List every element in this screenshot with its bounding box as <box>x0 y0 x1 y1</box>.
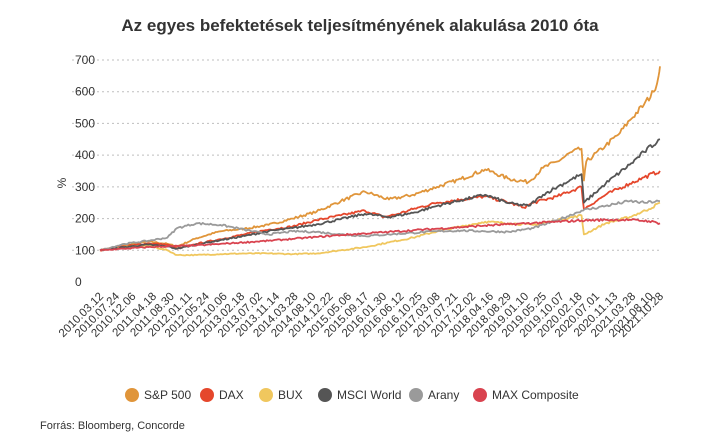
legend-entry: MSCI World <box>337 388 401 402</box>
source-note: Forrás: Bloomberg, Concorde <box>40 420 185 432</box>
y-tick-label: 700 <box>75 53 95 67</box>
legend-entry: MAX Composite <box>492 388 579 402</box>
series-line-1 <box>99 170 661 252</box>
y-tick-label: 100 <box>75 243 95 257</box>
legend-swatch <box>259 388 273 402</box>
x-axis-ticks: 2010.03.122010.07.242010.12.062011.04.18… <box>57 290 666 340</box>
series-line-0 <box>99 66 661 252</box>
y-axis-ticks: 0 100 200 300 400 500 600 700 <box>75 53 95 289</box>
y-tick-label: 400 <box>75 148 95 162</box>
y-tick-label: 300 <box>75 180 95 194</box>
legend-swatch <box>409 388 423 402</box>
y-tick-label: 0 <box>75 275 82 289</box>
legend-swatch <box>200 388 214 402</box>
legend: S&P 500 DAX BUX MSCI World Arany MAX Composit… <box>125 388 579 402</box>
series-line-2 <box>99 201 661 257</box>
y-tick-label: 200 <box>75 212 95 226</box>
legend-swatch <box>473 388 487 402</box>
series-line-4 <box>99 199 661 252</box>
legend-entry: DAX <box>219 388 244 402</box>
legend-entry: Arany <box>428 388 459 402</box>
series-lines <box>99 66 661 257</box>
series-line-5 <box>99 218 661 252</box>
legend-swatch <box>125 388 139 402</box>
legend-entry: S&P 500 <box>144 388 191 402</box>
series-line-3 <box>99 138 661 252</box>
legend-swatch <box>318 388 332 402</box>
chart-title: Az egyes befektetések teljesítményének a… <box>121 16 599 35</box>
y-axis-label: % <box>55 177 69 188</box>
y-tick-label: 600 <box>75 85 95 99</box>
y-tick-label: 500 <box>75 116 95 130</box>
gridlines <box>72 59 660 251</box>
legend-entry: BUX <box>278 388 303 402</box>
